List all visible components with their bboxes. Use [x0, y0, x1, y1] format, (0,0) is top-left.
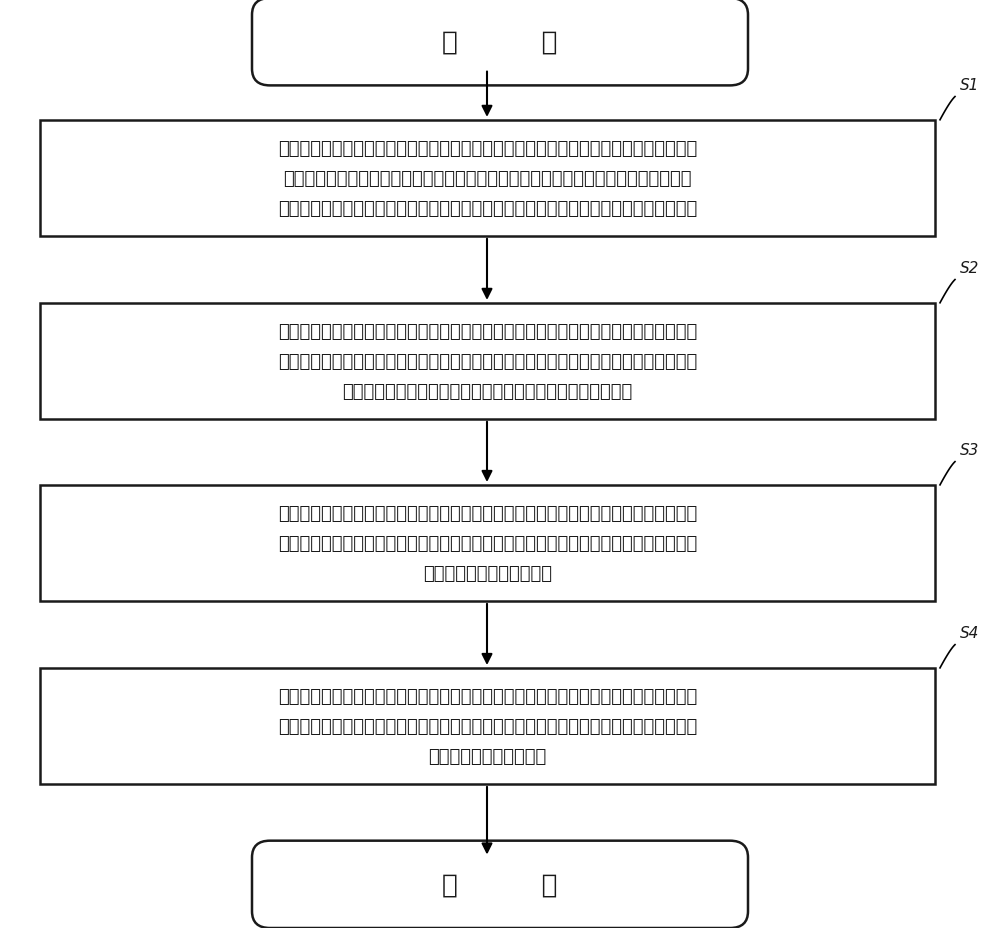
- Text: 系统获取机器人在三维空间中的初始位置信息，同时定义缩放因子和距离阈値。缩放因子: 系统获取机器人在三维空间中的初始位置信息，同时定义缩放因子和距离阈値。缩放因子: [278, 140, 697, 158]
- FancyBboxPatch shape: [252, 841, 748, 928]
- Text: 在动态环境中的有效运作: 在动态环境中的有效运作: [428, 747, 547, 765]
- FancyBboxPatch shape: [40, 303, 935, 419]
- Text: S3: S3: [960, 443, 979, 458]
- Text: 开          始: 开 始: [442, 30, 558, 56]
- Text: S2: S2: [960, 261, 979, 276]
- FancyBboxPatch shape: [40, 121, 935, 237]
- FancyBboxPatch shape: [40, 485, 935, 601]
- Text: 求。距离阈値则确保系统能够识别出最大可接受的定位误差，进而提高后续校正的有效性: 求。距离阈値则确保系统能够识别出最大可接受的定位误差，进而提高后续校正的有效性: [278, 200, 697, 217]
- Text: 而提高其工作效率和安全性: 而提高其工作效率和安全性: [423, 564, 552, 582]
- Text: 差。这一过程使得机器人能够准确地识别其与目标位置之间的距离偏差，深度学习模型的: 差。这一过程使得机器人能够准确地识别其与目标位置之间的距离偏差，深度学习模型的: [278, 353, 697, 370]
- FancyBboxPatch shape: [40, 668, 935, 784]
- Text: 误差超出了设定的距离阈値，系统将自动进入校正流程，以确保机器人能够准确定位，从: 误差超出了设定的距离阈値，系统将自动进入校正流程，以确保机器人能够准确定位，从: [278, 535, 697, 552]
- Text: 结          束: 结 束: [442, 871, 558, 897]
- FancyBboxPatch shape: [252, 0, 748, 86]
- Text: 利用深度学习模型对获取的图像数据进行特征提取，计算机器人相对于目标位置的位移误: 利用深度学习模型对获取的图像数据进行特征提取，计算机器人相对于目标位置的位移误: [278, 323, 697, 341]
- Text: 由于传感器噪声或误差引起的剧烈变化，从而优化机器人定位的稳定性与可靠性，确保其: 由于传感器噪声或误差引起的剧烈变化，从而优化机器人定位的稳定性与可靠性，确保其: [278, 717, 697, 735]
- Text: 通过指定的公式计算校正后的位置信息，并对该信息进行平滑处理。平滑处理有助于消除: 通过指定的公式计算校正后的位置信息，并对该信息进行平滑处理。平滑处理有助于消除: [278, 688, 697, 705]
- Text: S1: S1: [960, 78, 979, 93]
- Text: 将计算出的位移误差与预设的距离阈値进行比较，判断是否需要执行校正步骤。如果位移: 将计算出的位移误差与预设的距离阈値进行比较，判断是否需要执行校正步骤。如果位移: [278, 505, 697, 522]
- Text: 引入进一步提升了特征提取的精度，增强了定位的智能化水平: 引入进一步提升了特征提取的精度，增强了定位的智能化水平: [342, 382, 633, 400]
- Text: 的设置允许对定位误差进行放大或缩小，从而提供灵活性以应对不同环境的定位精度需: 的设置允许对定位误差进行放大或缩小，从而提供灵活性以应对不同环境的定位精度需: [283, 170, 692, 187]
- Text: S4: S4: [960, 625, 979, 640]
